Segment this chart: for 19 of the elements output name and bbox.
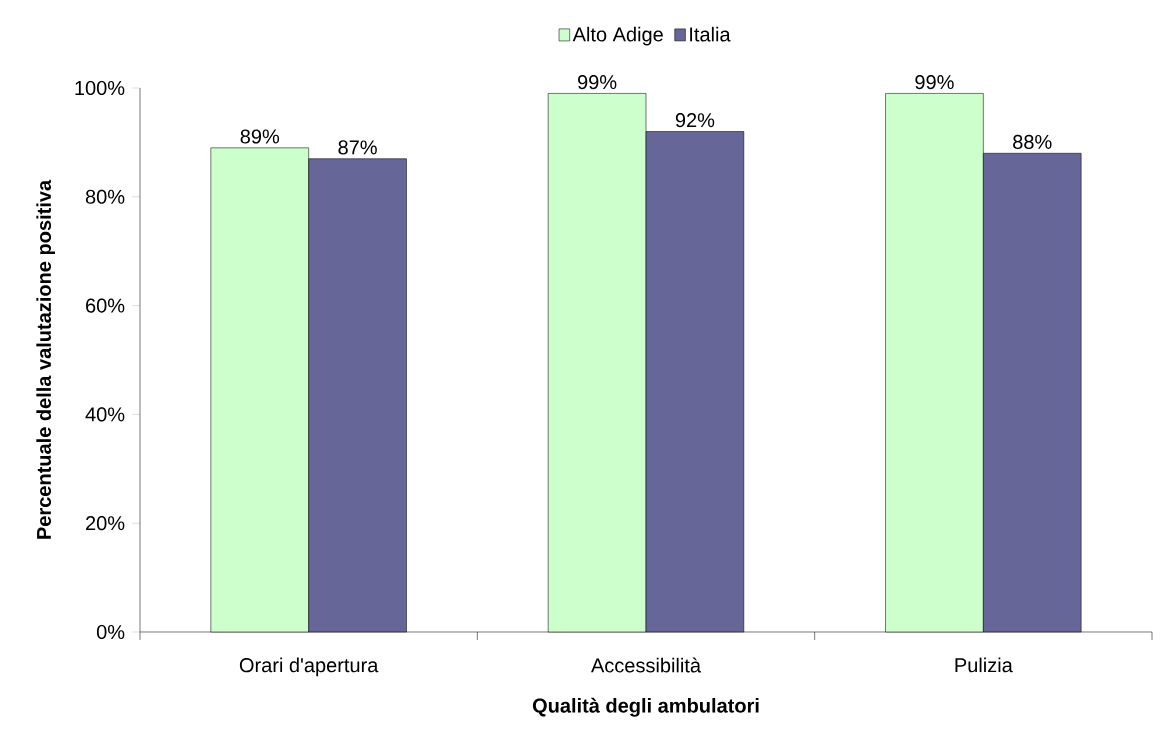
data-label: 89%: [240, 129, 280, 144]
y-tick-label: 60%: [86, 298, 125, 313]
y-tick-label: 40%: [85, 407, 125, 422]
data-label: 92%: [675, 113, 715, 128]
y-axis-title: Percentuale della valutazione positiva: [36, 179, 55, 539]
x-tick-label: Accessibilità: [591, 657, 702, 673]
x-axis-title: Qualità degli ambulatori: [532, 697, 759, 717]
data-label: 99%: [578, 75, 617, 90]
data-label: 99%: [915, 75, 954, 90]
x-tick-label: Orari d'apertura: [239, 657, 379, 677]
y-tick-label: 0%: [96, 624, 125, 640]
data-label: 88%: [1013, 134, 1052, 149]
y-tick-label: 100%: [75, 80, 125, 96]
y-tick-label: 20%: [86, 516, 125, 531]
data-label: 87%: [338, 140, 377, 155]
x-tick-label: Pulizia: [955, 657, 1013, 673]
legend-label: Alto Adige: [572, 26, 663, 46]
legend-label: Italia: [690, 26, 731, 42]
y-tick-label: 80%: [85, 189, 125, 204]
